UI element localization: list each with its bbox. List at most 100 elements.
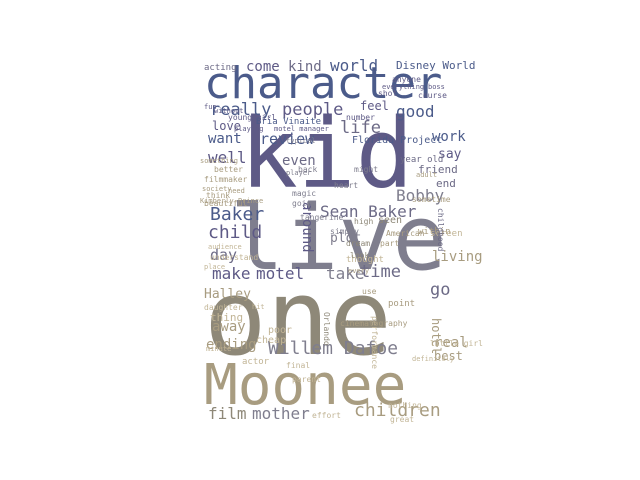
cloud-word-motel: motel [256, 264, 305, 283]
cloud-word-filmmaker: filmmaker [204, 175, 248, 184]
cloud-word-come: come [246, 59, 280, 75]
cloud-word-within: within [418, 227, 451, 237]
cloud-word-poor: poor [268, 325, 293, 336]
cloud-word-adult: adult [416, 171, 438, 179]
cloud-word-well: well [208, 148, 247, 167]
cloud-word-kid: kid [240, 98, 414, 210]
cloud-word-baker: Baker [210, 204, 265, 225]
cloud-word-everything: everything [382, 83, 425, 91]
cloud-word-boss: boss [428, 83, 445, 91]
cloud-word-childhood: childhood [436, 208, 445, 252]
cloud-word-go: go [430, 280, 451, 300]
cloud-word-want: want [208, 131, 242, 147]
cloud-word-think: think [206, 191, 231, 200]
cloud-word-high: high [354, 217, 374, 226]
cloud-word-away: away [212, 319, 246, 335]
cloud-word-anyone: anyone [392, 75, 421, 84]
cloud-word-something: something [200, 157, 238, 165]
cloud-word-definitely: definitely [412, 355, 455, 363]
cloud-word-good: good [396, 102, 435, 121]
cloud-word-review: review [260, 130, 315, 148]
cloud-word-willem-dafoe: Willem Dafoe [268, 338, 399, 359]
cloud-word-understand: understand [210, 253, 259, 262]
cloud-word-american: American [386, 229, 425, 238]
cloud-word-need: need [228, 187, 245, 195]
cloud-word-seen: seen [378, 215, 403, 226]
cloud-word-around: around [299, 202, 315, 253]
cloud-word-great: great [390, 415, 415, 424]
cloud-word-without: without [214, 107, 244, 115]
cloud-word-daughter: daughter [204, 303, 243, 312]
cloud-word-nothing: nothing [388, 401, 422, 410]
cloud-word-beautiful: beautiful [204, 199, 248, 208]
cloud-word-year-old: year old [400, 155, 444, 165]
cloud-word-shot: shot [378, 89, 398, 98]
cloud-word-children: children [354, 400, 441, 421]
cloud-word-world: world [330, 56, 379, 75]
cloud-word-magic: magic [292, 189, 317, 198]
cloud-word-mother: mother [252, 404, 310, 423]
cloud-word-look: look [350, 251, 370, 260]
cloud-word-one: one [204, 257, 392, 379]
cloud-word-feel: feel [360, 99, 389, 113]
cloud-word-effort: effort [312, 411, 341, 420]
cloud-word-acting: acting [204, 63, 237, 73]
cloud-word-heart: heart [334, 181, 359, 190]
cloud-word-going: going [292, 199, 317, 208]
cloud-word-bria-vinaite: Bria Vinaite [256, 117, 322, 127]
cloud-word-society: society [202, 185, 232, 193]
cloud-word-actor: actor [242, 357, 270, 367]
cloud-word-bobby: Bobby [396, 186, 445, 205]
cloud-word-sometime: sometime [412, 195, 451, 204]
cloud-word-life: life [340, 118, 381, 138]
cloud-word-fun: fun [204, 103, 217, 111]
cloud-word-people: people [282, 100, 344, 120]
cloud-word-ending: ending [206, 337, 257, 353]
word-cloud: character kid live one Moonee really people rev… [200, 54, 483, 424]
cloud-word-audience: audience [208, 243, 242, 251]
cloud-word-playing: playing [234, 125, 264, 133]
cloud-word-motel-manager: motel manager [274, 125, 329, 133]
cloud-word-orlando: Orlando [322, 312, 331, 346]
cloud-word-part: part [380, 239, 400, 248]
cloud-word-live: live [230, 186, 447, 291]
cloud-word-take: take [326, 264, 365, 283]
cloud-word-simply: simply [330, 227, 359, 236]
cloud-word-child: child [208, 222, 263, 243]
cloud-word-day: day [210, 246, 238, 264]
cloud-word-player: player [286, 169, 312, 177]
cloud-word-screen: screen [430, 229, 463, 239]
cloud-word-thought: thought [346, 255, 384, 265]
cloud-word-little-girl: little girl [430, 339, 483, 348]
cloud-word-kind: kind [288, 59, 322, 75]
cloud-word-cheap: cheap [256, 335, 287, 346]
cloud-word-dream: dream [346, 239, 371, 248]
cloud-word-film: film [208, 404, 247, 423]
cloud-word-even: even [282, 153, 316, 169]
cloud-word-real: real [434, 335, 468, 351]
cloud-word-character: character [204, 58, 443, 109]
cloud-word-kimberly-prince: Kimberly Prince [200, 197, 264, 205]
cloud-word-sean-baker: Sean Baker [320, 202, 417, 221]
cloud-word-might: might [354, 165, 379, 174]
cloud-word-moonee: Moonee [204, 353, 407, 418]
cloud-word-every: every [348, 267, 370, 275]
cloud-word-use: use [362, 287, 377, 296]
cloud-word-back: back [298, 165, 318, 174]
cloud-word-work: work [432, 129, 466, 145]
cloud-word-plot: plot [330, 231, 362, 246]
cloud-word-number: number [346, 113, 375, 122]
cloud-word-place: place [204, 263, 226, 271]
cloud-word-really: really [210, 100, 272, 120]
cloud-word-halley: Halley [204, 287, 251, 302]
cloud-word-better: better [214, 165, 243, 174]
cloud-word-minute: minute [206, 345, 232, 353]
cloud-word-make: make [212, 264, 251, 283]
cloud-word-thing: thing [210, 311, 244, 324]
cloud-word-say: say [438, 147, 462, 162]
cloud-word-florida-project: Florida Project [352, 135, 443, 146]
cloud-word-final: final [286, 361, 311, 370]
cloud-word-cinematography: cinematography [340, 319, 408, 328]
cloud-word-time: time [360, 262, 401, 282]
cloud-word-point: point [388, 299, 416, 309]
